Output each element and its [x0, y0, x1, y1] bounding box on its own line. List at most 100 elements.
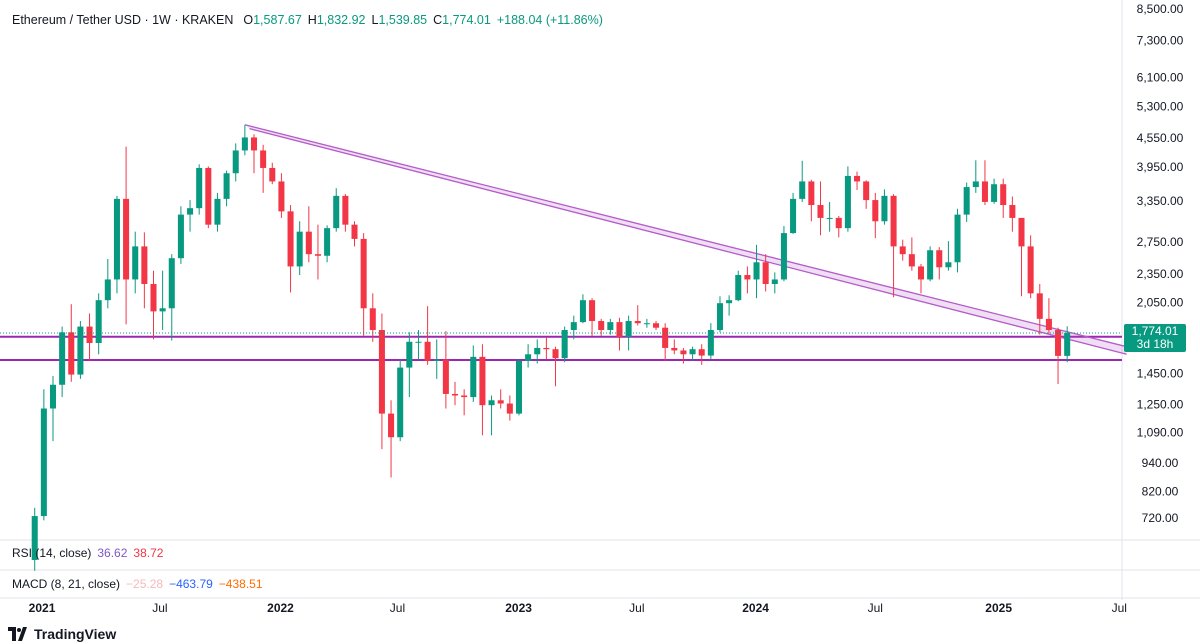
candle-body [150, 283, 157, 312]
candle-body [570, 322, 577, 330]
candle-body [698, 349, 705, 356]
candle-body [305, 231, 312, 255]
candle-body [735, 275, 742, 301]
candle-body [177, 214, 184, 259]
candle-body [333, 195, 340, 229]
candle-body [945, 262, 952, 268]
candle-body [963, 187, 970, 215]
candle-body [360, 238, 367, 309]
candle-body [680, 350, 687, 355]
candle-body [662, 327, 669, 348]
indicator-value: 36.62 [97, 546, 128, 560]
candle-body [525, 354, 532, 361]
candle-body [442, 359, 449, 394]
field-value: 1,587.67 [253, 13, 302, 27]
candle-body [634, 321, 641, 324]
y-tick-label: 7,300.00 [1137, 33, 1184, 47]
candle-body [461, 395, 468, 398]
y-tick-label: 720.00 [1142, 511, 1179, 525]
candle-body [826, 217, 833, 219]
field-value: 1,774.01 [442, 13, 491, 27]
candle-body [433, 359, 440, 361]
indicator-value: 38.72 [133, 546, 164, 560]
candle-body [1064, 332, 1071, 356]
candle-body [543, 347, 550, 350]
candle-body [835, 217, 842, 229]
candle-body [726, 300, 733, 304]
x-tick-label: Jul [1112, 601, 1127, 615]
y-tick-label: 6,100.00 [1137, 71, 1184, 85]
candle-body [872, 200, 879, 222]
candle-body [589, 300, 596, 322]
price-tag-label: 1,774.01 [1132, 324, 1179, 338]
candle-body [1027, 246, 1034, 294]
candle-body [49, 384, 57, 409]
field-key: L [371, 13, 379, 27]
candle-body [890, 195, 897, 247]
y-tick-label: 2,350.00 [1137, 267, 1184, 281]
candle-body [616, 322, 623, 337]
candle-body [59, 332, 66, 385]
candle-body [534, 347, 541, 355]
candle-body [278, 181, 285, 212]
candle-body [168, 258, 175, 309]
candle-body [141, 246, 148, 284]
candle-body [241, 137, 248, 151]
candle-body [68, 332, 75, 375]
price-tag-countdown: 3d 18h [1137, 337, 1174, 351]
candle-body [598, 321, 605, 330]
candle-body [223, 173, 230, 199]
y-tick-label: 820.00 [1142, 484, 1179, 498]
candle-body [1055, 329, 1062, 356]
candle-body [269, 167, 276, 182]
indicator-value: −25.28 [126, 577, 164, 591]
candle-body [470, 356, 477, 398]
candle-body [296, 231, 303, 267]
y-tick-label: 2,050.00 [1137, 295, 1184, 309]
price-tag [1124, 323, 1186, 352]
y-tick-label: 940.00 [1142, 456, 1179, 470]
candle-body [936, 250, 943, 268]
field-key: O [243, 13, 254, 27]
candle-body [707, 329, 714, 356]
candle-body [817, 205, 824, 218]
candle-body [214, 198, 221, 225]
candle-body [917, 266, 925, 280]
candle-body [123, 198, 130, 280]
x-tick-label: 2025 [985, 601, 1012, 615]
candle-body [1018, 217, 1025, 247]
candle-body [187, 208, 194, 215]
candle-body [415, 341, 422, 343]
candle-body [77, 326, 84, 375]
candle-body [808, 181, 815, 206]
candle-body [881, 195, 888, 222]
candle-body [854, 175, 861, 182]
indicator-value: −463.79 [169, 577, 213, 591]
candle-body [95, 300, 102, 343]
candle-body [86, 326, 93, 343]
change: +188.04 (+11.86%) [496, 13, 603, 27]
logo [8, 627, 27, 641]
candle-body [863, 181, 870, 201]
field-key: C [433, 13, 443, 27]
candle-body [424, 341, 431, 361]
y-tick-label: 3,950.00 [1137, 160, 1184, 174]
indicator-value: −438.51 [218, 577, 263, 591]
candle-body [342, 195, 349, 225]
candle-body [205, 167, 212, 225]
candle-body [369, 308, 376, 330]
field-value: 1,832.92 [316, 13, 366, 27]
candle-body [1000, 184, 1007, 206]
candle-body [653, 323, 660, 328]
candle-body [515, 360, 522, 414]
candle-body [159, 308, 166, 312]
brand: TradingView [34, 626, 117, 642]
candle-body [488, 400, 495, 406]
candle-body [954, 214, 961, 263]
x-tick-label: Jul [868, 601, 883, 615]
candle-body [113, 198, 120, 280]
candle-body [981, 181, 988, 202]
candle-body [799, 181, 806, 199]
